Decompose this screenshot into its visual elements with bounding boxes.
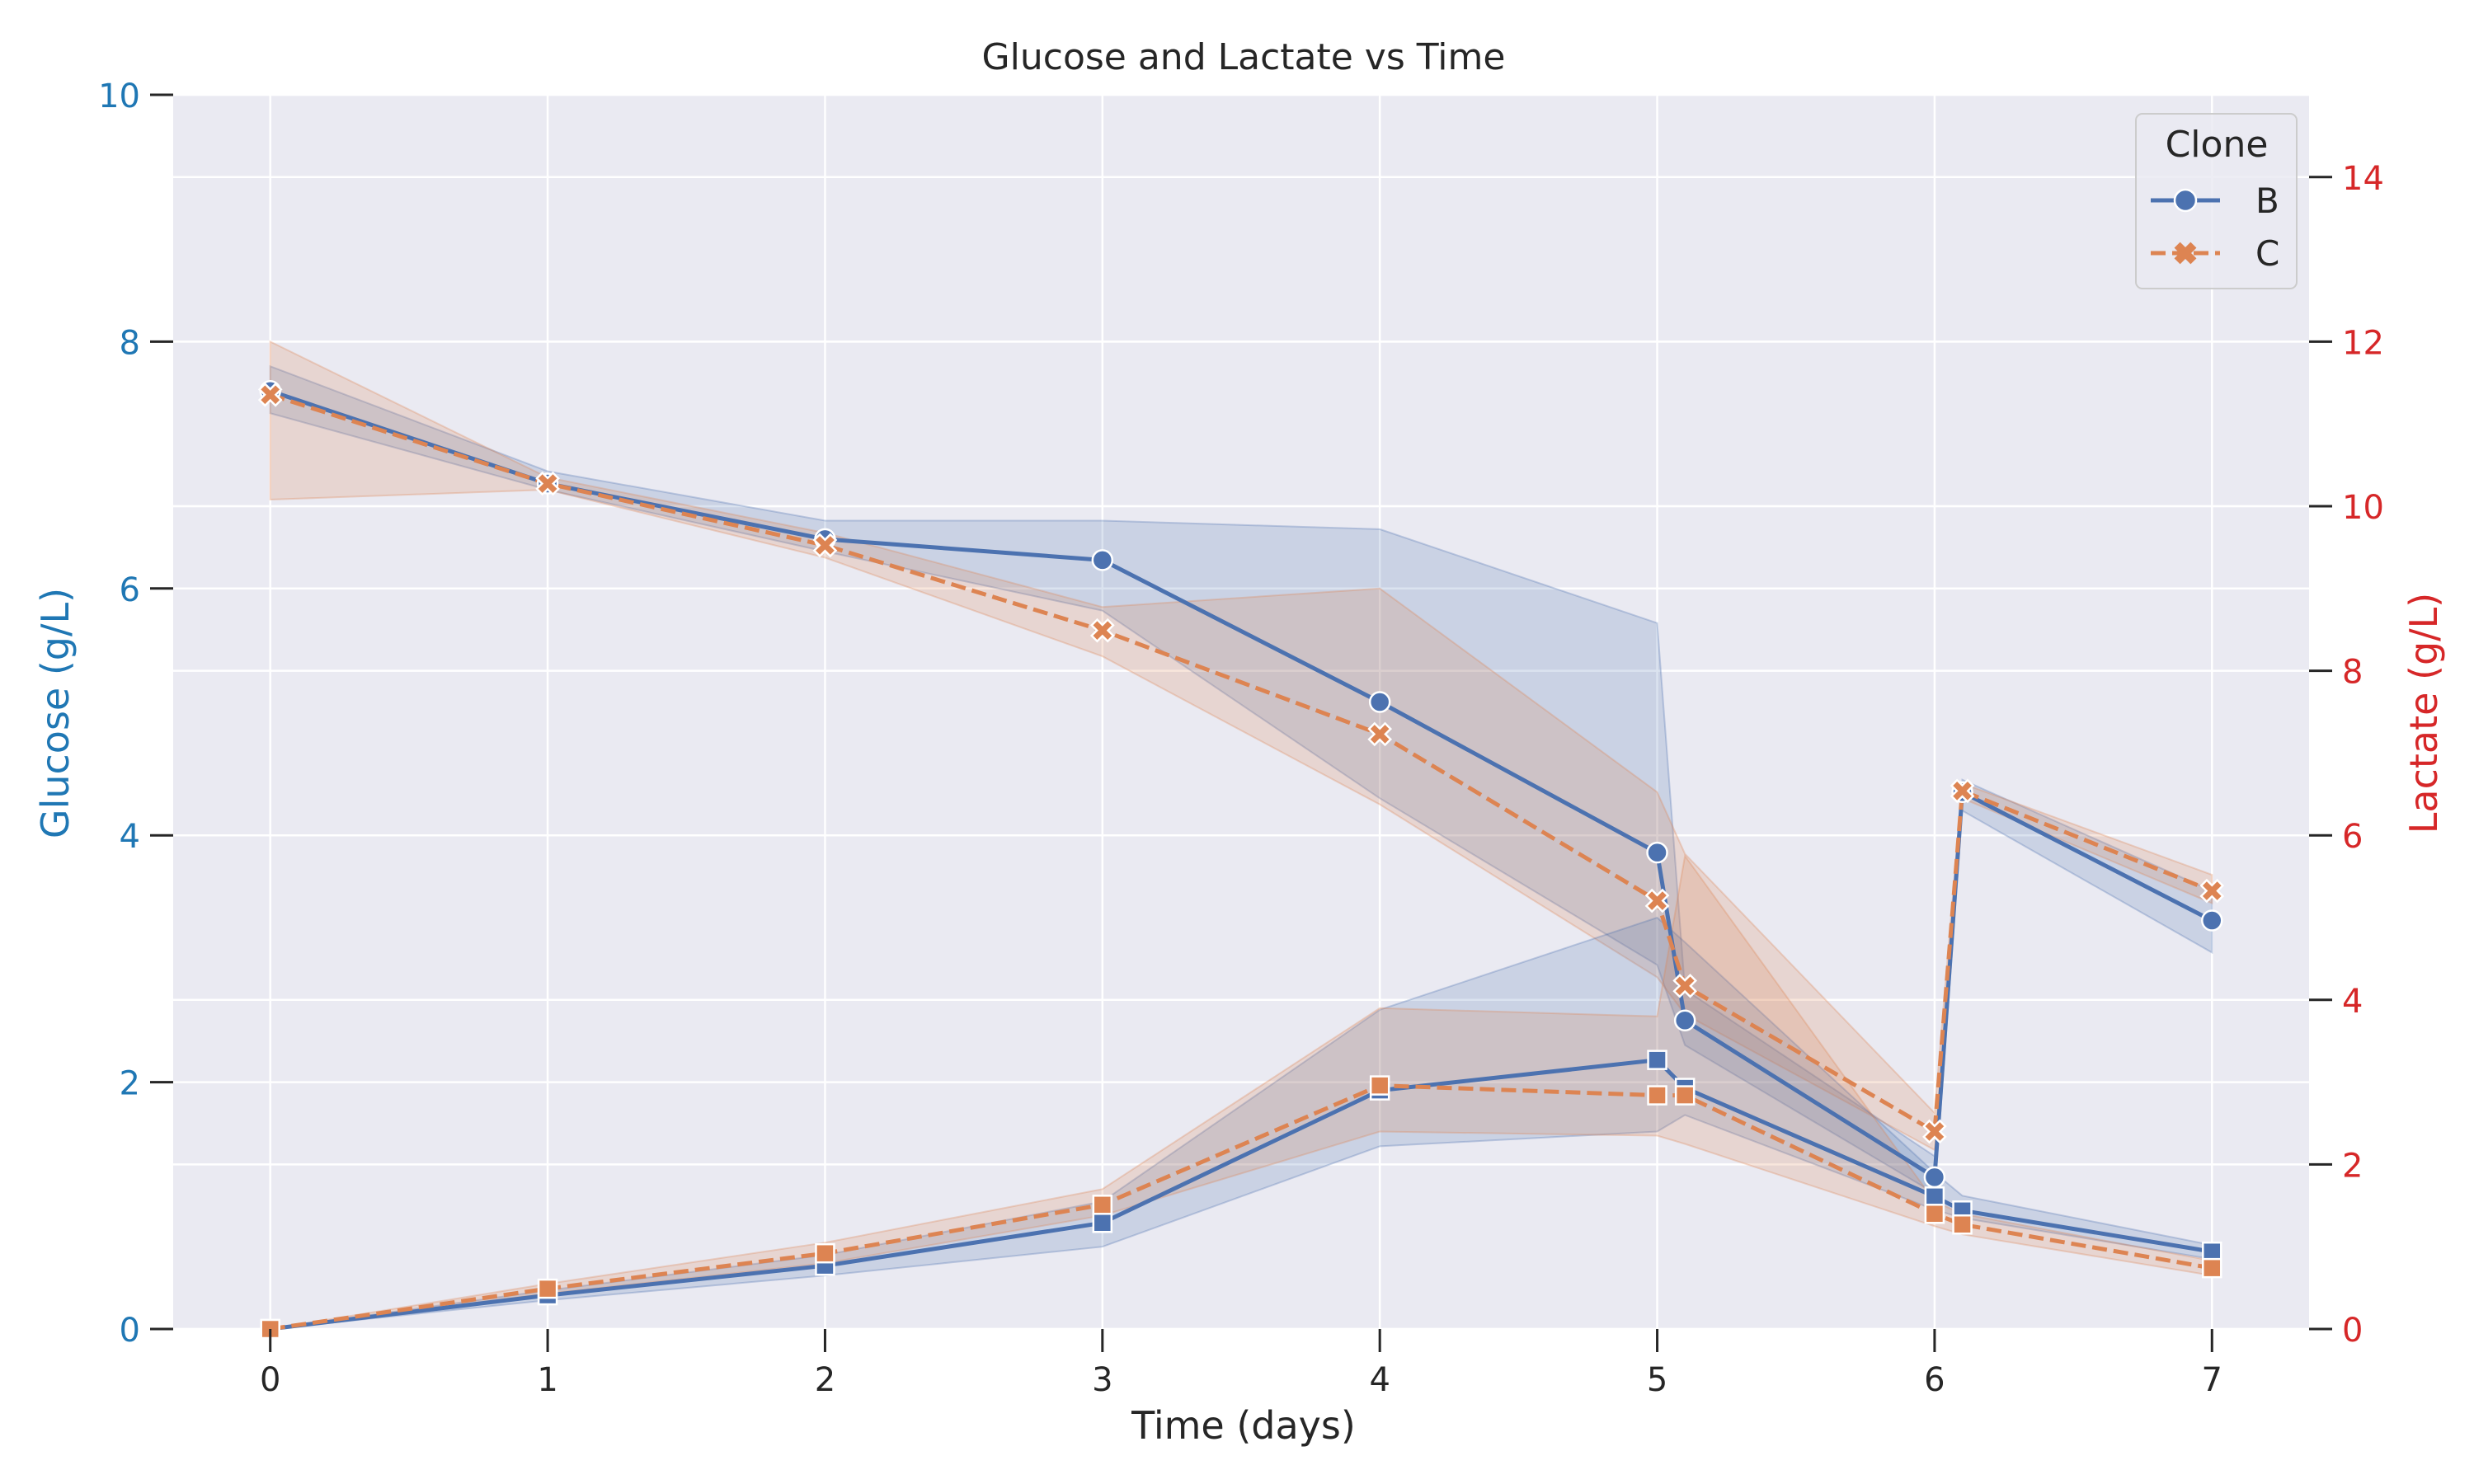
confidence-bands bbox=[269, 340, 2213, 1330]
band-b-glucose bbox=[269, 364, 2213, 1195]
point-b-glucose bbox=[1091, 549, 1114, 571]
chart-title: Glucose and Lactate vs Time bbox=[982, 36, 1506, 78]
point-x-bar-v bbox=[2202, 881, 2222, 900]
x-tick-label: 0 bbox=[260, 1361, 280, 1399]
y-tick-label-left: 6 bbox=[120, 571, 140, 609]
point-b-lactate bbox=[2202, 1241, 2222, 1262]
point-c-lactate bbox=[815, 1242, 835, 1264]
point-c-glucose bbox=[1950, 778, 1975, 804]
point-c-glucose bbox=[1367, 721, 1393, 747]
point-x-bar-v bbox=[816, 536, 835, 555]
y-axis-label-left: Glucose (g/L) bbox=[33, 588, 78, 838]
series-lines bbox=[269, 388, 2213, 1331]
point-b-lactate bbox=[1092, 1213, 1113, 1233]
plot-area bbox=[173, 95, 2309, 1329]
x-tick-label: 5 bbox=[1647, 1361, 1667, 1399]
x-tick-label: 4 bbox=[1369, 1361, 1390, 1399]
point-x-bar-v bbox=[1953, 781, 1972, 801]
line-b-lactate bbox=[270, 1058, 2213, 1331]
legend: Clone B C bbox=[2135, 113, 2298, 289]
point-c-lactate bbox=[1952, 1214, 1973, 1235]
legend-marker-b bbox=[2173, 188, 2198, 213]
y-tick-label-left: 2 bbox=[120, 1065, 140, 1103]
point-c-glucose bbox=[1922, 1119, 1947, 1144]
point-b-glucose bbox=[2201, 909, 2223, 932]
point-b-glucose bbox=[1368, 691, 1391, 713]
point-c-glucose bbox=[1089, 618, 1115, 643]
line-b-glucose bbox=[269, 388, 2213, 1180]
line-c-lactate bbox=[270, 1083, 2213, 1331]
point-c-glucose bbox=[2199, 878, 2225, 904]
y-tick-label-right: 14 bbox=[2342, 160, 2384, 198]
point-b-lactate bbox=[1924, 1186, 1945, 1207]
grid-lines bbox=[173, 93, 2309, 1331]
y-tick-label-right: 2 bbox=[2342, 1147, 2363, 1185]
y-tick-label-left: 8 bbox=[120, 324, 140, 362]
series-markers bbox=[257, 380, 2225, 1340]
legend-label-c: C bbox=[2255, 233, 2279, 274]
point-c-lactate bbox=[1924, 1204, 1945, 1224]
point-c-lactate bbox=[1092, 1195, 1113, 1215]
point-c-lactate bbox=[1369, 1075, 1390, 1096]
point-c-glucose bbox=[257, 382, 283, 407]
y-tick-label-right: 10 bbox=[2342, 489, 2384, 527]
x-tick-label: 1 bbox=[537, 1361, 557, 1399]
point-b-glucose bbox=[1923, 1166, 1946, 1189]
y-tick-label-left: 10 bbox=[98, 77, 140, 115]
point-c-glucose bbox=[812, 533, 838, 558]
x-tick-label: 7 bbox=[2202, 1361, 2222, 1399]
point-x-bar-v bbox=[1675, 976, 1695, 996]
point-c-glucose bbox=[1644, 888, 1670, 913]
point-c-lactate bbox=[2202, 1257, 2222, 1279]
point-x-bar-v bbox=[1925, 1122, 1945, 1141]
y-tick-label-right: 8 bbox=[2342, 654, 2363, 692]
point-x-bar-v bbox=[1648, 891, 1667, 910]
legend-marker-c bbox=[2174, 242, 2197, 265]
y-tick-label-right: 0 bbox=[2342, 1312, 2363, 1350]
point-x-bar-v bbox=[1370, 725, 1390, 744]
legend-entry-b: B bbox=[2151, 181, 2279, 221]
legend-label-b: B bbox=[2255, 181, 2279, 221]
x-tick-label: 6 bbox=[1924, 1361, 1945, 1399]
point-b-glucose bbox=[1646, 841, 1668, 864]
y-tick-label-right: 12 bbox=[2342, 324, 2384, 362]
legend-entry-c: C bbox=[2151, 233, 2279, 274]
line-c-glucose bbox=[269, 392, 2213, 1134]
point-x-bar-v bbox=[261, 385, 280, 405]
y-tick-label-right: 4 bbox=[2342, 983, 2363, 1021]
point-x-bar-v bbox=[1093, 621, 1112, 641]
point-c-lactate bbox=[537, 1278, 558, 1299]
y-tick-label-left: 4 bbox=[120, 818, 140, 856]
band-c-glucose bbox=[269, 340, 2213, 1152]
x-tick-label: 2 bbox=[815, 1361, 835, 1399]
y-tick-label-right: 6 bbox=[2342, 818, 2363, 856]
point-x-bar-v bbox=[538, 474, 557, 493]
legend-title: Clone bbox=[2166, 124, 2269, 166]
point-c-glucose bbox=[535, 471, 560, 496]
x-tick-label: 3 bbox=[1092, 1361, 1112, 1399]
point-b-glucose bbox=[1673, 1009, 1696, 1031]
point-c-glucose bbox=[1672, 973, 1698, 998]
x-axis-label: Time (days) bbox=[1131, 1403, 1356, 1448]
point-c-lactate bbox=[1674, 1085, 1696, 1106]
point-b-lactate bbox=[1647, 1050, 1667, 1070]
y-tick-label-left: 0 bbox=[120, 1312, 140, 1350]
y-axis-label-right: Lactate (g/L) bbox=[2401, 593, 2446, 834]
point-c-lactate bbox=[1647, 1085, 1667, 1106]
